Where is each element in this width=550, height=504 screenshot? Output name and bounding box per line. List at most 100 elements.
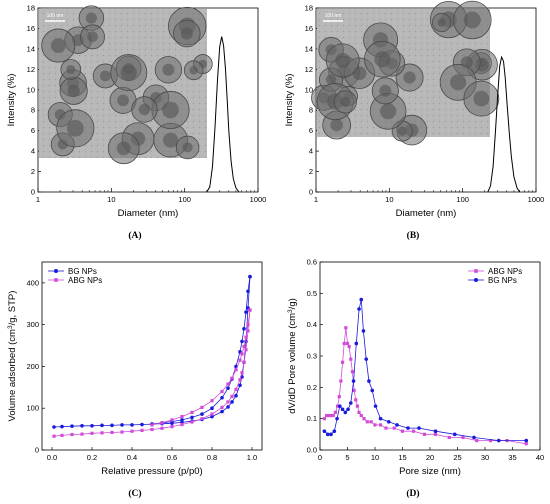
panel-b: 1 10 100 1000 0 2 4 6 8 10 12 14 16 18 100 nm Diameter … [284, 0, 544, 219]
series-abg-adsorption-point [120, 430, 124, 434]
tem-particles-b [311, 0, 500, 146]
series-abg-point [475, 439, 479, 443]
tem-particle-core-a [117, 94, 129, 107]
series-abg-point [384, 426, 388, 430]
x-tick-label-c: 0.2 [87, 453, 97, 462]
y-tick-label-a: 10 [27, 85, 35, 94]
y-tick-label-d: 0.5 [307, 289, 317, 298]
y-tick-label-a: 6 [31, 126, 35, 135]
y-tick-label-c: 300 [26, 320, 39, 329]
series-bg-line [324, 299, 527, 442]
x-axis-label-c: Relative pressure (p/p0) [101, 466, 202, 477]
series-bg-point [370, 388, 375, 393]
series-bg-point [335, 416, 339, 421]
series-bg-desorption-point [210, 406, 214, 411]
tem-particle-core-b [325, 74, 337, 85]
series-bg-desorption-line [151, 276, 251, 425]
series-abg-point [400, 429, 405, 433]
series-bg-adsorption-point [130, 423, 134, 427]
series-abg-point [331, 413, 335, 418]
y-axis-label-b: Intensity (%) [284, 74, 295, 127]
x-tick-label-d: 30 [481, 453, 489, 462]
panel-label-a: (A) [128, 230, 141, 241]
panel-d: 0 5 10 15 20 25 30 35 40 0.0 0.1 0.2 0.3 0.4 0.5 0.6 ABG… [287, 258, 545, 478]
series-bg-adsorption-point [238, 383, 242, 388]
y-tick-label-a: 18 [27, 4, 35, 13]
y-tick-label-b: 18 [305, 4, 313, 13]
y-tick-label-d: 0.3 [307, 352, 317, 361]
series-abg-point [447, 435, 451, 440]
series-bg-adsorption-point [70, 424, 74, 428]
series-abg-point [345, 341, 350, 346]
series-abg-point [342, 341, 346, 346]
series-abg-adsorption-point [160, 426, 164, 430]
series-bg-adsorption-point [120, 423, 124, 427]
series-abg-adsorption-point [60, 433, 64, 437]
series-abg-desorption-point [180, 414, 184, 419]
series-abg-point [355, 404, 359, 408]
x-tick-label-d: 35 [508, 453, 516, 462]
y-tick-label-b: 6 [309, 126, 313, 135]
series-abg-desorption-point [190, 410, 194, 414]
series-bg-point [322, 429, 327, 434]
series-bg-adsorption-point [210, 414, 214, 419]
series-abg-point [365, 420, 369, 424]
series-bg-point [346, 407, 350, 412]
series-abg-line [324, 327, 527, 445]
tem-particle-core-b [403, 71, 416, 84]
tem-particle-core-a [182, 142, 193, 153]
series-abg-point [322, 417, 326, 421]
series-abg-adsorption-point [210, 412, 214, 416]
series-bg-point [332, 429, 337, 434]
series-abg-adsorption-point [100, 431, 104, 435]
tem-particle-core-b [380, 103, 397, 120]
y-tick-label-a: 0 [31, 188, 35, 197]
series-abg-desorption-point [220, 389, 224, 394]
series-abg-adsorption-point [240, 371, 244, 375]
scale-bar-label-a: 100 nm [47, 13, 64, 19]
series-abg-adsorption-point [150, 427, 154, 432]
series-bg-point [364, 357, 369, 361]
series-bg-point [472, 435, 476, 440]
series-bg-point [496, 438, 501, 443]
series-abg-point [378, 423, 383, 427]
series-bg-adsorption-point [226, 405, 230, 409]
series-abg-adsorption-point [80, 432, 84, 436]
series-bg-adsorption-point [100, 423, 104, 428]
tem-particle-core-b [450, 74, 467, 91]
y-tick-label-b: 2 [309, 167, 313, 176]
dls-curve-b [487, 55, 521, 193]
tem-particle-core-b [335, 52, 351, 68]
y-axis-label-a: Intensity (%) [6, 74, 17, 127]
series-bg-adsorption-point [140, 422, 144, 427]
series-abg-desorption-point [226, 382, 230, 386]
y-tick-label-d: 0.6 [307, 258, 317, 267]
series-bg-desorption-point [226, 386, 230, 390]
legend-marker-bg [474, 278, 478, 282]
series-abg-point [488, 439, 493, 443]
series-abg-adsorption-point [130, 429, 134, 433]
series-abg-desorption-point [170, 418, 174, 422]
series-bg-point [417, 426, 421, 430]
series-bg-point [395, 423, 399, 427]
series-abg-adsorption-point [246, 329, 250, 333]
series-abg-adsorption-point [220, 405, 224, 409]
series-abg-point [352, 388, 356, 393]
legend-text-abg: ABG NPs [488, 267, 522, 276]
x-tick-label-c: 0.8 [207, 453, 217, 462]
series-bg-point [338, 404, 342, 408]
series-abg-point [392, 426, 396, 430]
series-bg-adsorption-point [90, 423, 94, 428]
series-abg-desorption-point [242, 344, 246, 348]
series-bg-point [452, 432, 457, 437]
x-tick-label-d: 15 [398, 453, 406, 462]
series-abg-adsorption-point [238, 378, 242, 382]
x-axis-label-a: Diameter (nm) [118, 208, 179, 219]
series-abg-desorption-point [200, 405, 204, 409]
series-bg-adsorption-point [52, 425, 56, 429]
series-bg-point [386, 420, 391, 424]
tem-particle-core-a [180, 27, 193, 40]
tem-particle-core-b [379, 84, 392, 97]
series-bg-adsorption-point [234, 393, 238, 398]
